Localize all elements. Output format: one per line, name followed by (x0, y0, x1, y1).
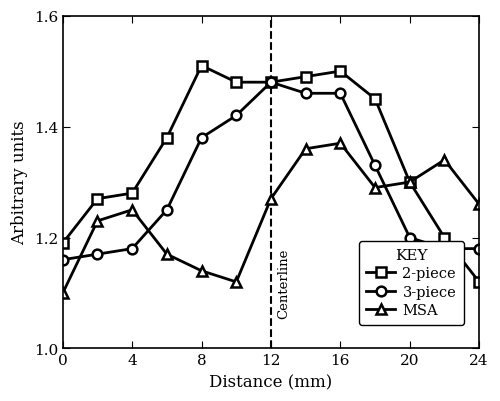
2-piece (372, 97, 378, 102)
3-piece (338, 92, 344, 97)
Line: 2-piece: 2-piece (58, 61, 484, 287)
3-piece (94, 252, 100, 257)
MSA (302, 147, 308, 152)
MSA (476, 203, 482, 207)
2-piece (234, 81, 239, 85)
2-piece (302, 75, 308, 80)
MSA (406, 180, 412, 185)
3-piece (442, 247, 448, 251)
MSA (129, 208, 135, 213)
X-axis label: Distance (mm): Distance (mm) (210, 373, 332, 390)
3-piece (234, 114, 239, 119)
MSA (442, 158, 448, 163)
2-piece (60, 241, 66, 246)
2-piece (406, 180, 412, 185)
3-piece (406, 235, 412, 240)
MSA (198, 269, 204, 273)
MSA (94, 219, 100, 224)
Text: Centerline: Centerline (277, 248, 290, 318)
2-piece (268, 81, 274, 85)
Legend: 2-piece, 3-piece, MSA: 2-piece, 3-piece, MSA (358, 241, 464, 325)
3-piece (302, 92, 308, 97)
MSA (268, 197, 274, 202)
MSA (234, 280, 239, 285)
MSA (164, 252, 170, 257)
MSA (338, 142, 344, 146)
2-piece (94, 197, 100, 202)
2-piece (476, 280, 482, 285)
3-piece (129, 247, 135, 251)
Y-axis label: Arbitrary units: Arbitrary units (11, 120, 28, 245)
3-piece (198, 136, 204, 141)
3-piece (372, 164, 378, 168)
3-piece (268, 81, 274, 85)
2-piece (164, 136, 170, 141)
2-piece (129, 191, 135, 196)
2-piece (442, 235, 448, 240)
3-piece (164, 208, 170, 213)
MSA (372, 186, 378, 190)
Line: MSA: MSA (58, 139, 484, 298)
MSA (60, 291, 66, 296)
2-piece (198, 64, 204, 69)
3-piece (60, 258, 66, 263)
Line: 3-piece: 3-piece (58, 78, 484, 265)
3-piece (476, 247, 482, 251)
2-piece (338, 69, 344, 74)
